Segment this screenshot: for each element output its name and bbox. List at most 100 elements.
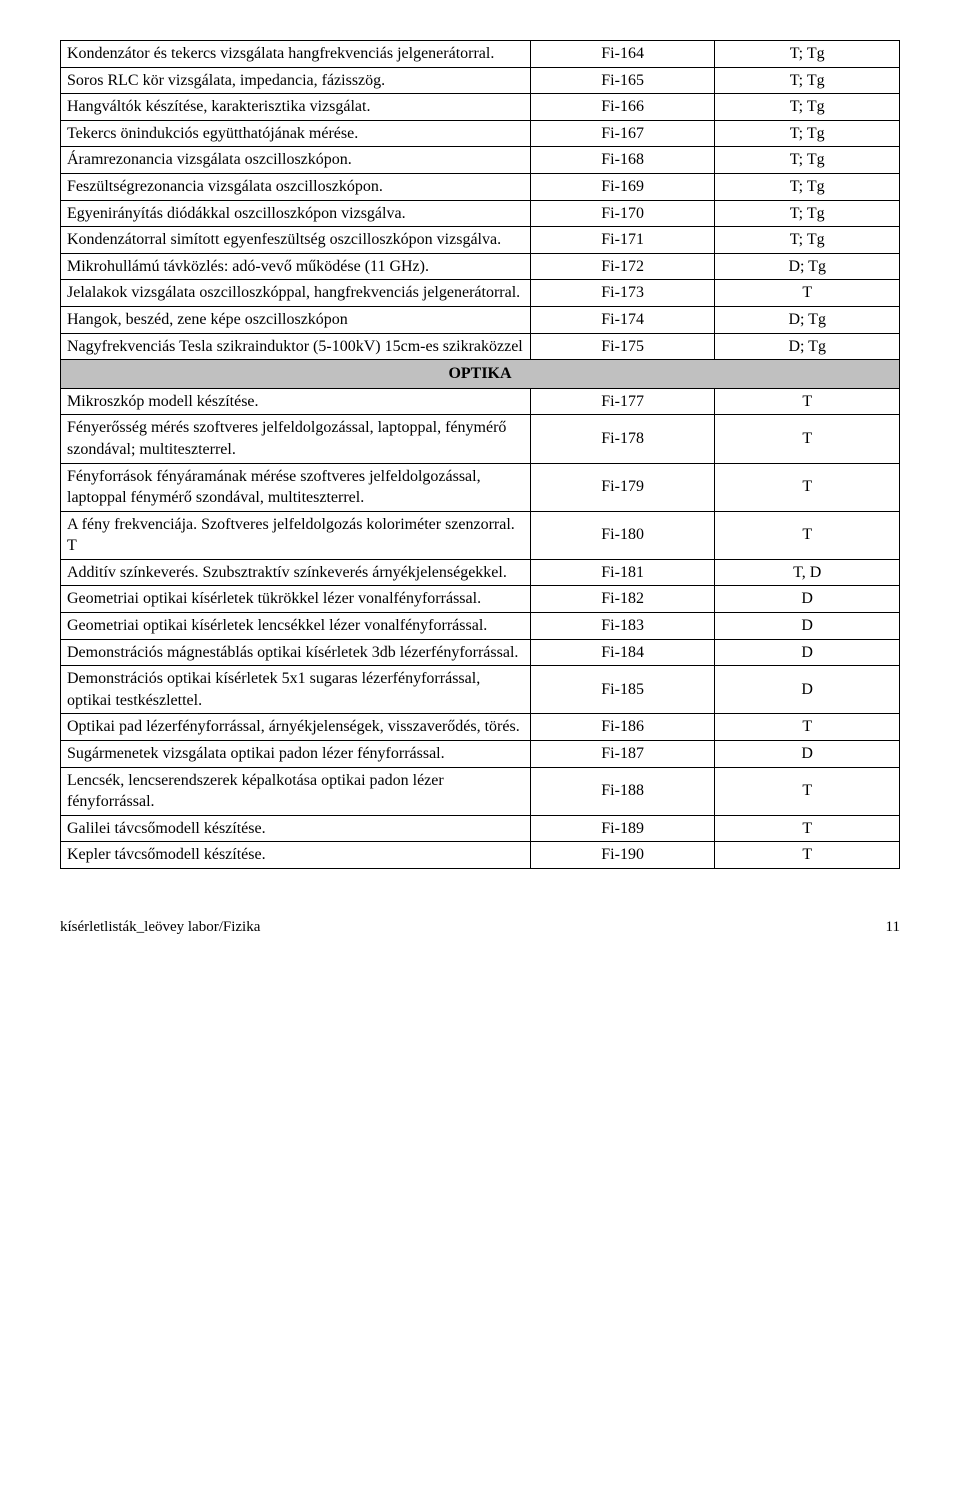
cell-tag: T [715,280,900,307]
cell-tag: D [715,639,900,666]
cell-code: Fi-188 [530,767,715,815]
cell-tag: T; Tg [715,120,900,147]
cell-code: Fi-169 [530,173,715,200]
cell-tag: T [715,815,900,842]
cell-tag: T; Tg [715,67,900,94]
cell-tag: D [715,666,900,714]
cell-description: Geometriai optikai kísérletek lencsékkel… [61,613,531,640]
cell-description: Galilei távcsőmodell készítése. [61,815,531,842]
cell-tag: T [715,415,900,463]
cell-tag: T [715,714,900,741]
cell-description: Additív színkeverés. Szubsztraktív színk… [61,559,531,586]
section-header-cell: OPTIKA [61,360,900,389]
cell-description: Kondenzátorral simított egyenfeszültség … [61,227,531,254]
table-row: Fényforrások fényáramának mérése szoftve… [61,463,900,511]
cell-code: Fi-164 [530,41,715,68]
cell-tag: D [715,741,900,768]
cell-tag: T [715,767,900,815]
cell-code: Fi-178 [530,415,715,463]
table-row: Optikai pad lézerfényforrással, árnyékje… [61,714,900,741]
cell-description: Hangváltók készítése, karakterisztika vi… [61,94,531,121]
cell-description: Demonstrációs optikai kísérletek 5x1 sug… [61,666,531,714]
table-row: Feszültségrezonancia vizsgálata oszcillo… [61,173,900,200]
experiment-table: Kondenzátor és tekercs vizsgálata hangfr… [60,40,900,869]
cell-code: Fi-168 [530,147,715,174]
cell-code: Fi-177 [530,388,715,415]
cell-tag: T [715,388,900,415]
cell-code: Fi-165 [530,67,715,94]
cell-code: Fi-190 [530,842,715,869]
table-row: Mikroszkóp modell készítése.Fi-177T [61,388,900,415]
cell-code: Fi-187 [530,741,715,768]
cell-description: Hangok, beszéd, zene képe oszcilloszkópo… [61,306,531,333]
table-row: Hangok, beszéd, zene képe oszcilloszkópo… [61,306,900,333]
table-row: Geometriai optikai kísérletek lencsékkel… [61,613,900,640]
table-row: A fény frekvenciája. Szoftveres jelfeldo… [61,511,900,559]
cell-description: Jelalakok vizsgálata oszcilloszkóppal, h… [61,280,531,307]
table-row: Geometriai optikai kísérletek tükrökkel … [61,586,900,613]
cell-code: Fi-179 [530,463,715,511]
cell-tag: T; Tg [715,41,900,68]
cell-tag: T, D [715,559,900,586]
cell-description: Sugármenetek vizsgálata optikai padon lé… [61,741,531,768]
cell-code: Fi-183 [530,613,715,640]
cell-description: Geometriai optikai kísérletek tükrökkel … [61,586,531,613]
table-row: Demonstrációs mágnestáblás optikai kísér… [61,639,900,666]
section-header-row: OPTIKA [61,360,900,389]
page-footer: kísérletlisták_leövey labor/Fizika 11 [60,919,900,936]
cell-tag: T; Tg [715,200,900,227]
table-row: Hangváltók készítése, karakterisztika vi… [61,94,900,121]
cell-tag: T; Tg [715,173,900,200]
cell-tag: T; Tg [715,147,900,174]
table-row: Kepler távcsőmodell készítése.Fi-190T [61,842,900,869]
cell-code: Fi-182 [530,586,715,613]
table-row: Jelalakok vizsgálata oszcilloszkóppal, h… [61,280,900,307]
cell-code: Fi-175 [530,333,715,360]
cell-tag: D [715,613,900,640]
cell-tag: T [715,463,900,511]
table-row: Soros RLC kör vizsgálata, impedancia, fá… [61,67,900,94]
cell-code: Fi-185 [530,666,715,714]
cell-tag: T [715,511,900,559]
table-row: Kondenzátor és tekercs vizsgálata hangfr… [61,41,900,68]
cell-code: Fi-189 [530,815,715,842]
cell-description: Kepler távcsőmodell készítése. [61,842,531,869]
table-row: Tekercs önindukciós együtthatójának méré… [61,120,900,147]
cell-tag: T; Tg [715,227,900,254]
table-row: Áramrezonancia vizsgálata oszcilloszkópo… [61,147,900,174]
page-number: 11 [886,919,900,936]
cell-code: Fi-181 [530,559,715,586]
cell-tag: D; Tg [715,253,900,280]
cell-code: Fi-167 [530,120,715,147]
cell-description: Nagyfrekvenciás Tesla szikrainduktor (5-… [61,333,531,360]
cell-description: Áramrezonancia vizsgálata oszcilloszkópo… [61,147,531,174]
cell-code: Fi-186 [530,714,715,741]
cell-tag: D; Tg [715,306,900,333]
cell-tag: D; Tg [715,333,900,360]
table-row: Additív színkeverés. Szubsztraktív színk… [61,559,900,586]
cell-description: Tekercs önindukciós együtthatójának méré… [61,120,531,147]
cell-description: Kondenzátor és tekercs vizsgálata hangfr… [61,41,531,68]
cell-description: Mikroszkóp modell készítése. [61,388,531,415]
table-row: Demonstrációs optikai kísérletek 5x1 sug… [61,666,900,714]
cell-code: Fi-173 [530,280,715,307]
cell-description: Mikrohullámú távközlés: adó-vevő működés… [61,253,531,280]
footer-left-text: kísérletlisták_leövey labor/Fizika [60,919,260,935]
cell-code: Fi-180 [530,511,715,559]
cell-code: Fi-184 [530,639,715,666]
cell-description: Optikai pad lézerfényforrással, árnyékje… [61,714,531,741]
table-row: Mikrohullámú távközlés: adó-vevő működés… [61,253,900,280]
cell-code: Fi-171 [530,227,715,254]
cell-description: Soros RLC kör vizsgálata, impedancia, fá… [61,67,531,94]
cell-description: Lencsék, lencserendszerek képalkotása op… [61,767,531,815]
cell-tag: D [715,586,900,613]
cell-description: Fényforrások fényáramának mérése szoftve… [61,463,531,511]
table-row: Lencsék, lencserendszerek képalkotása op… [61,767,900,815]
table-row: Fényerősség mérés szoftveres jelfeldolgo… [61,415,900,463]
cell-description: Fényerősség mérés szoftveres jelfeldolgo… [61,415,531,463]
cell-description: A fény frekvenciája. Szoftveres jelfeldo… [61,511,531,559]
cell-code: Fi-170 [530,200,715,227]
cell-tag: T; Tg [715,94,900,121]
table-row: Egyenirányítás diódákkal oszcilloszkópon… [61,200,900,227]
cell-description: Demonstrációs mágnestáblás optikai kísér… [61,639,531,666]
